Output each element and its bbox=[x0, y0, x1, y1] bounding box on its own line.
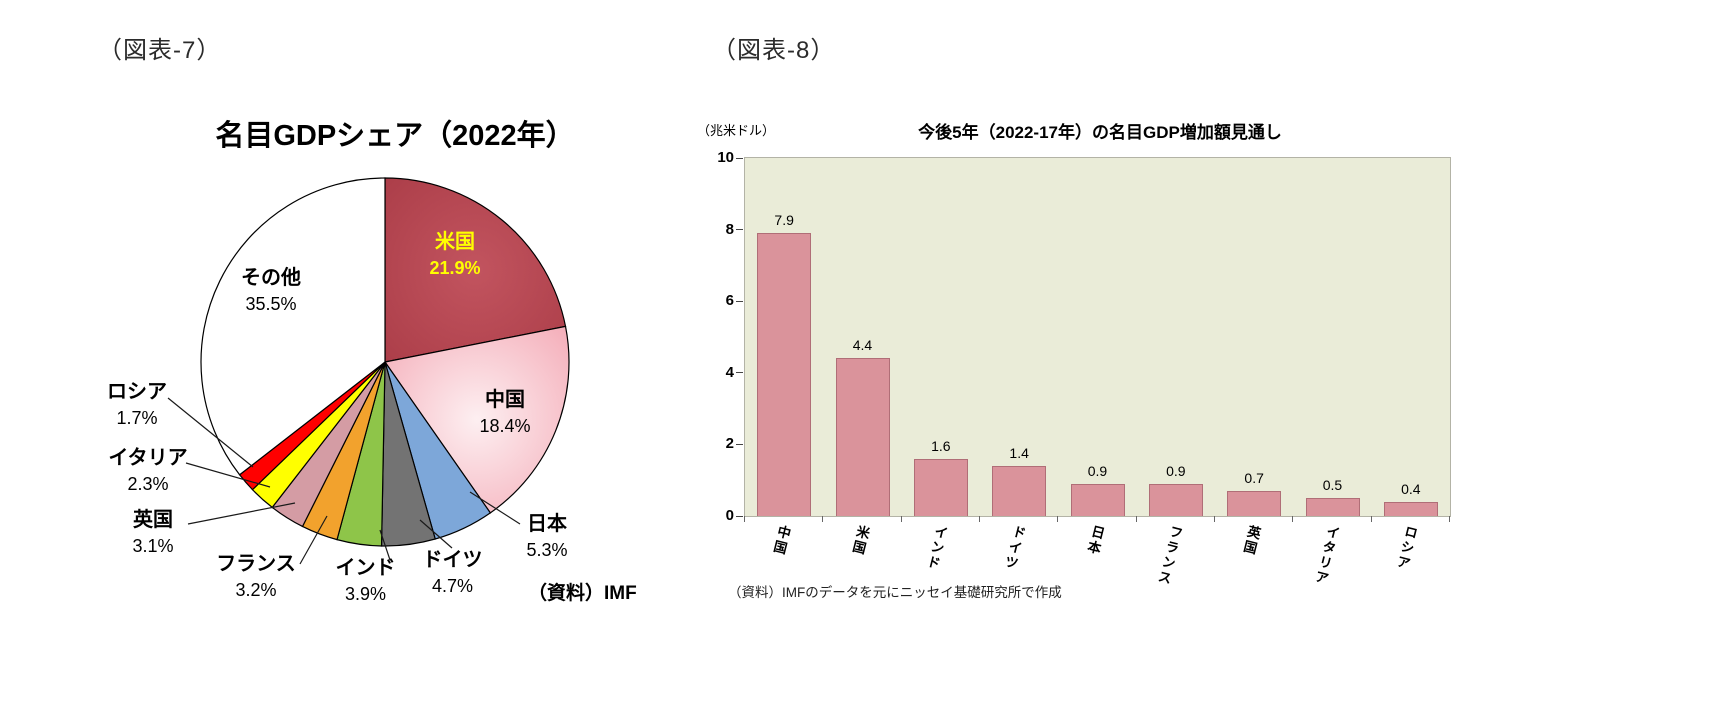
y-tick-mark bbox=[736, 372, 743, 374]
bar-x-label-4: 日本 bbox=[1083, 523, 1106, 558]
pie-label-italy-value: 2.3% bbox=[127, 474, 169, 494]
bar-x-label-6: 英国 bbox=[1239, 523, 1262, 558]
bar-source-note: （資料）IMFのデータを元にニッセイ基礎研究所で作成 bbox=[728, 585, 1062, 600]
pie-label-russia-value: 1.7% bbox=[116, 408, 158, 428]
bar-x-label-2: インド bbox=[922, 523, 949, 573]
pie-label-france: フランス 3.2% bbox=[196, 552, 316, 602]
y-tick-mark bbox=[736, 515, 743, 517]
pie-label-germany-name: ドイツ bbox=[422, 549, 483, 571]
pie-chart-title: 名目GDPシェア（2022年） bbox=[215, 120, 575, 152]
pie-label-japan: 日本 5.3% bbox=[492, 512, 602, 562]
bar-5 bbox=[1148, 484, 1203, 516]
x-tick-mark bbox=[822, 516, 823, 522]
bar-y-tick-8: 8 bbox=[725, 220, 734, 238]
pie-graphic bbox=[200, 177, 570, 547]
pie-label-germany-value: 4.7% bbox=[431, 576, 474, 596]
pie-label-japan-name: 日本 bbox=[527, 513, 567, 535]
pie-label-france-name: フランス bbox=[216, 553, 296, 575]
pie-label-germany: ドイツ 4.7% bbox=[395, 548, 510, 598]
pie-label-china: 中国 18.4% bbox=[440, 388, 570, 438]
pie-label-uk-name: 英国 bbox=[133, 509, 173, 531]
bar-value-0: 7.9 bbox=[774, 212, 794, 228]
pie-label-italy-name: イタリア bbox=[108, 447, 188, 469]
pie-label-india-value: 3.9% bbox=[344, 584, 387, 604]
bar-y-tick-2: 2 bbox=[725, 435, 734, 453]
pie-label-japan-value: 5.3% bbox=[526, 540, 568, 560]
bar-y-tick-10: 10 bbox=[717, 149, 734, 166]
bar-3 bbox=[992, 466, 1047, 516]
bar-6 bbox=[1227, 491, 1282, 516]
figure-8-label: （図表-8） bbox=[712, 37, 836, 64]
pie-label-india-name: インド bbox=[335, 557, 396, 579]
x-tick-mark bbox=[744, 516, 745, 522]
bar-7 bbox=[1305, 498, 1360, 516]
bar-value-2: 1.6 bbox=[931, 438, 951, 454]
pie-label-usa-value: 21.9% bbox=[429, 258, 481, 278]
y-tick-mark bbox=[736, 443, 743, 445]
bar-value-5: 0.9 bbox=[1166, 463, 1186, 479]
x-tick-mark bbox=[1449, 516, 1450, 522]
x-tick-mark bbox=[1214, 516, 1215, 522]
pie-label-china-name: 中国 bbox=[485, 389, 525, 411]
x-tick-mark bbox=[901, 516, 902, 522]
x-tick-mark bbox=[979, 516, 980, 522]
pie-label-india: インド 3.9% bbox=[308, 556, 423, 606]
bar-x-label-3: ドイツ bbox=[1001, 523, 1027, 573]
pie-label-france-value: 3.2% bbox=[235, 580, 277, 600]
bar-y-tick-6: 6 bbox=[725, 292, 734, 310]
pie-label-others: その他 35.5% bbox=[206, 266, 336, 316]
bar-y-tick-0: 0 bbox=[725, 507, 734, 524]
bar-value-1: 4.4 bbox=[852, 337, 873, 353]
x-tick-mark bbox=[1292, 516, 1293, 522]
y-tick-mark bbox=[736, 300, 743, 302]
bar-8 bbox=[1383, 502, 1438, 516]
bar-value-7: 0.5 bbox=[1322, 477, 1343, 493]
bar-x-label-7: イタリア bbox=[1310, 523, 1341, 588]
bar-2 bbox=[913, 459, 968, 516]
pie-label-italy: イタリア 2.3% bbox=[88, 446, 208, 496]
pie-label-usa: 米国 21.9% bbox=[390, 230, 520, 280]
bar-1 bbox=[835, 358, 890, 516]
pie-label-china-value: 18.4% bbox=[479, 416, 531, 436]
bar-4 bbox=[1070, 484, 1125, 516]
bar-x-label-0: 中国 bbox=[769, 523, 792, 558]
bar-0 bbox=[757, 233, 812, 516]
pie-label-others-name: その他 bbox=[241, 267, 301, 289]
pie-label-uk: 英国 3.1% bbox=[98, 508, 208, 558]
bar-value-8: 0.4 bbox=[1401, 481, 1421, 497]
pie-label-russia: ロシア 1.7% bbox=[82, 380, 192, 430]
bar-chart-title: 今後5年（2022-17年）の名目GDP増加額見通し bbox=[918, 123, 1282, 142]
bar-y-tick-4: 4 bbox=[725, 363, 734, 381]
bar-x-label-8: ロシア bbox=[1392, 523, 1419, 573]
x-tick-mark bbox=[1057, 516, 1058, 522]
pie-label-usa-name: 米国 bbox=[435, 231, 475, 253]
bar-unit-label: （兆米ドル） bbox=[697, 123, 776, 138]
y-tick-mark bbox=[736, 157, 743, 159]
bar-value-6: 0.7 bbox=[1244, 470, 1264, 486]
pie-label-uk-value: 3.1% bbox=[132, 536, 174, 556]
bar-value-3: 1.4 bbox=[1009, 445, 1029, 461]
pie-label-russia-name: ロシア bbox=[107, 381, 167, 403]
bar-x-label-1: 米国 bbox=[848, 523, 871, 558]
bar-plot-area: 7.9 4.4 1.6 1.4 0.9 0.9 0.7 0.5 0.4 bbox=[744, 157, 1451, 517]
bar-value-4: 0.9 bbox=[1087, 463, 1108, 479]
bar-x-label-5: フランス bbox=[1154, 523, 1184, 588]
y-tick-mark bbox=[736, 229, 743, 231]
figure-7-label: （図表-7） bbox=[98, 37, 222, 64]
pie-label-others-value: 35.5% bbox=[245, 294, 297, 314]
x-tick-mark bbox=[1136, 516, 1137, 522]
x-tick-mark bbox=[1371, 516, 1372, 522]
pie-source-note: （資料）IMF bbox=[528, 583, 637, 604]
pie-slice-0 bbox=[384, 177, 567, 363]
